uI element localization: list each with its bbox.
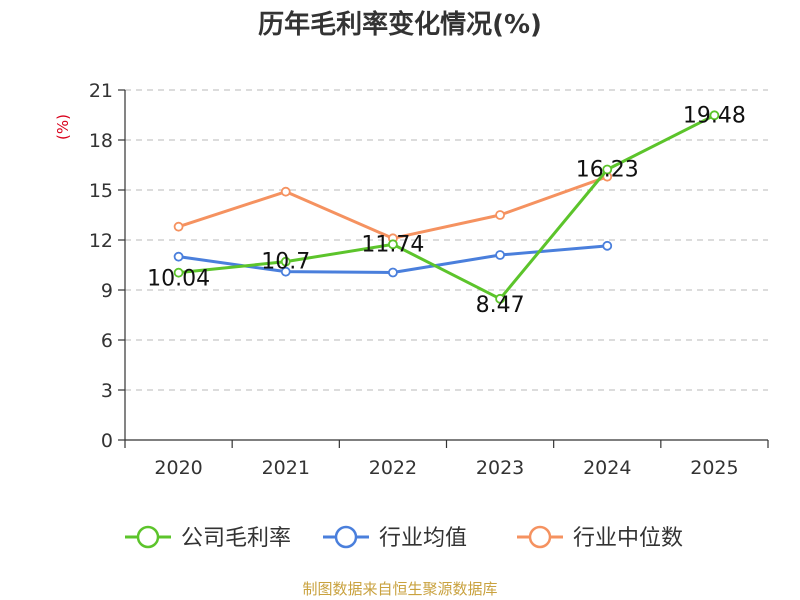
y-tick-label: 6 [101,330,113,352]
series-line-0 [177,113,716,301]
y-tick-label: 9 [101,280,113,302]
data-point [280,266,291,277]
x-tick-label: 2021 [262,457,310,479]
data-point [495,293,505,304]
legend: 公司毛利率 行业均值 行业中位数 [125,525,683,551]
data-point [495,210,505,220]
y-tick-label: 15 [89,180,113,202]
data-label: 8.47 [476,293,525,318]
series-line-2 [177,175,609,240]
data-point [388,239,398,250]
data-point [173,251,184,262]
y-tick-label: 21 [89,80,113,102]
x-tick-label: 2025 [690,457,738,479]
y-tick-label: 0 [101,430,113,452]
grid [125,89,768,391]
y-tick-label: 3 [101,380,113,402]
legend-label: 公司毛利率 [181,526,291,551]
x-tick-label: 2023 [476,457,524,479]
y-tick-label: 12 [89,230,113,252]
data-label: 10.7 [261,250,310,275]
data-point [602,240,613,251]
data-label: 11.74 [361,232,424,257]
x-tick-label: 2022 [369,457,417,479]
y-tick-label: 18 [89,130,113,152]
data-point [388,267,398,278]
y-axis-unit: (%) [54,114,72,140]
chart-title: 历年毛利率变化情况(%) [258,9,542,40]
data-point [495,250,505,260]
data-point [173,221,184,232]
legend-marker [334,525,358,549]
legend-label: 行业中位数 [573,526,683,551]
data-point [709,110,720,121]
data-label: 16.23 [576,158,639,183]
series-group [173,110,720,304]
legend-marker [136,525,160,549]
x-tick-label: 2020 [154,457,202,479]
data-point [602,164,613,175]
data-point [280,256,291,267]
data-label: 10.04 [147,267,210,292]
data-label: 19.48 [683,103,746,128]
data-point [173,267,184,278]
legend-marker [528,525,552,549]
data-labels: 10.04 10.7 11.74 8.47 16.23 19.48 [147,103,746,318]
x-tick-label: 2024 [583,457,631,479]
legend-label: 行业均值 [379,526,467,551]
source-note: 制图数据来自恒生聚源数据库 [302,580,497,598]
axes: 0 3 6 9 12 15 18 21 2020 2021 2022 2023 2024 2025 [89,80,769,479]
data-point [280,186,291,197]
